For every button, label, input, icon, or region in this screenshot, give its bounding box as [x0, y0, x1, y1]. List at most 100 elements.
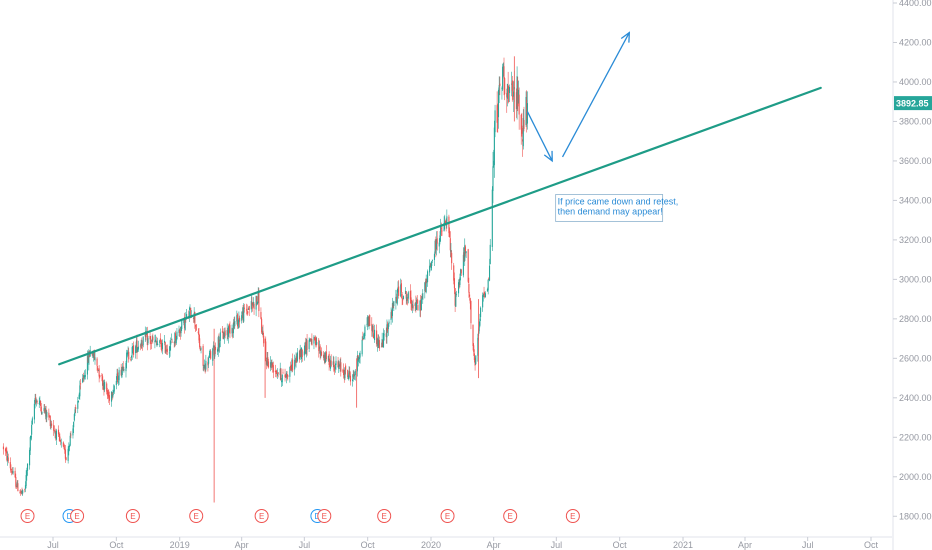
earnings-marker-label: E — [259, 512, 264, 521]
candle-2019-03-21 — [233, 322, 235, 325]
trendline[interactable] — [58, 86, 822, 366]
candle-2018-05-18 — [22, 490, 24, 494]
candle-2019-08-05 — [327, 355, 329, 361]
earnings-marker-8[interactable]: E — [317, 509, 332, 523]
candle-2018-05-28 — [29, 449, 31, 466]
candle-2018-04-24 — [5, 450, 7, 452]
candle-2019-02-25 — [217, 349, 219, 352]
arrow-annotations[interactable] — [526, 31, 631, 163]
earnings-marker-3[interactable]: E — [70, 509, 85, 523]
candle-2019-03-07 — [223, 332, 225, 338]
earnings-marker-1[interactable]: E — [20, 509, 35, 523]
candle-2020-04-07 — [497, 119, 499, 121]
candle-2018-07-04 — [54, 432, 56, 434]
earnings-marker-9[interactable]: E — [377, 509, 392, 523]
candle-2018-12-14 — [166, 348, 168, 352]
last-price-badge[interactable] — [894, 96, 932, 111]
y-tick-label-2200: 2200.00 — [899, 432, 932, 442]
trendline-layer[interactable] — [58, 86, 822, 366]
price-axis[interactable]: 1800.00 2000.00 2200.00 2400.00 2600.00 2800.… — [892, 0, 932, 550]
candle-2018-06-01 — [31, 418, 33, 425]
candle-2018-08-16 — [84, 376, 86, 378]
candle-2019-03-08 — [224, 330, 226, 336]
candle-2018-10-01 — [115, 380, 117, 386]
earnings-marker-10[interactable]: E — [440, 509, 455, 523]
candle-2018-09-27 — [113, 390, 115, 393]
candle-2019-03-28 — [238, 317, 240, 323]
arrow-1-shaft — [526, 111, 553, 162]
candle-2020-04-02 — [493, 127, 495, 166]
candle-2019-10-22 — [381, 338, 383, 347]
candle-2019-02-11 — [207, 362, 209, 366]
candle-2019-01-02 — [179, 331, 181, 334]
candle-2019-11-15 — [398, 286, 400, 296]
earnings-marker-12[interactable]: E — [565, 509, 580, 523]
candle-2018-11-14 — [146, 333, 148, 335]
candle-2019-05-28 — [280, 368, 282, 381]
candle-2020-02-19 — [464, 245, 466, 261]
y-tick-label-2000: 2000.00 — [899, 472, 932, 482]
candle-2020-05-12 — [521, 125, 523, 134]
arrow-1[interactable] — [526, 111, 553, 163]
candle-2019-12-19 — [421, 296, 423, 299]
candle-2020-05-06 — [517, 80, 519, 107]
candle-2019-09-12 — [354, 375, 356, 377]
candle-2020-02-25 — [468, 283, 470, 293]
candle-2018-08-15 — [83, 375, 85, 378]
event-markers[interactable]: EDEEEEDEEEEE — [20, 509, 580, 523]
candle-2019-05-17 — [272, 365, 274, 373]
candle-2018-04-26 — [7, 456, 9, 462]
candle-2019-08-27 — [343, 369, 345, 375]
candle-2020-05-15 — [523, 119, 525, 129]
candle-2019-10-29 — [386, 324, 388, 338]
candle-2018-06-04 — [33, 403, 35, 420]
candle-2020-01-10 — [436, 238, 438, 244]
candle-2019-01-01 — [179, 330, 181, 333]
time-axis[interactable]: Jul Oct 2019 Apr Jul Oct 2020 Apr Jul Oct 2021 Apr J… — [0, 536, 892, 550]
text-note[interactable]: If price came down and retest,then deman… — [555, 194, 679, 222]
candle-2019-10-14 — [376, 330, 378, 345]
candle-2018-10-29 — [135, 346, 137, 353]
candle-2019-01-03 — [180, 326, 182, 334]
candle-2019-03-29 — [239, 317, 241, 322]
candle-2020-04-23 — [508, 87, 510, 92]
candle-2018-06-28 — [50, 423, 52, 427]
note-box[interactable] — [555, 194, 664, 222]
candle-2018-05-30 — [30, 435, 32, 438]
candle-2019-12-05 — [411, 304, 413, 309]
candle-2018-08-17 — [84, 375, 86, 377]
y-tick-label-3000: 3000.00 — [899, 274, 932, 284]
earnings-marker-11[interactable]: E — [503, 509, 518, 523]
earnings-marker-label: E — [570, 512, 575, 521]
candle-2018-07-16 — [62, 442, 64, 447]
candle-2018-05-15 — [20, 491, 22, 493]
candle-2020-04-14 — [502, 66, 504, 90]
candle-2019-12-27 — [427, 271, 429, 283]
candle-2019-11-05 — [391, 311, 393, 318]
earnings-marker-5[interactable]: E — [189, 509, 204, 523]
candle-2018-06-20 — [44, 408, 46, 414]
earnings-marker-circle — [254, 509, 269, 523]
candle-2018-11-12 — [144, 332, 146, 337]
candle-2019-03-25 — [236, 315, 238, 322]
candle-2018-05-04 — [12, 471, 14, 474]
earnings-marker-4[interactable]: E — [125, 509, 140, 523]
candle-2020-03-31 — [492, 166, 494, 192]
candle-2019-05-07 — [265, 360, 268, 365]
arrow-2[interactable] — [561, 31, 631, 158]
candle-2018-06-29 — [51, 423, 53, 426]
candle-2018-08-02 — [74, 409, 76, 414]
candle-2019-08-13 — [333, 361, 335, 371]
x-tick-label-2019-01: 2019 — [170, 540, 190, 550]
candle-2019-12-04 — [411, 301, 413, 308]
candle-2019-06-20 — [296, 356, 298, 363]
earnings-marker-6[interactable]: E — [254, 509, 269, 523]
candle-2018-11-29 — [156, 343, 158, 345]
candle-2019-09-06 — [349, 375, 352, 382]
candle-2019-08-20 — [338, 365, 340, 370]
candle-2019-02-22 — [214, 346, 217, 351]
candle-2018-08-31 — [94, 357, 96, 361]
candle-2019-12-17 — [420, 300, 422, 311]
candle-2018-09-28 — [113, 386, 115, 392]
